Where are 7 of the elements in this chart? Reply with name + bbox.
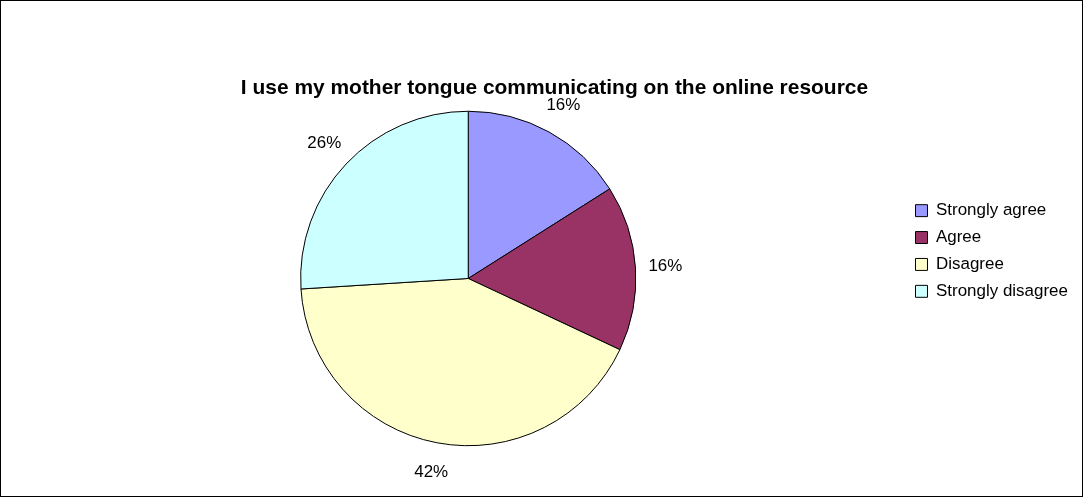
legend-label: Strongly agree xyxy=(935,200,1047,220)
legend-label: Disagree xyxy=(935,254,1004,274)
legend-label: Agree xyxy=(935,227,982,247)
data-label: 26% xyxy=(307,133,342,153)
legend-label: Strongly disagree xyxy=(935,281,1068,300)
data-label: 42% xyxy=(414,461,449,481)
data-label: 16% xyxy=(648,255,683,275)
